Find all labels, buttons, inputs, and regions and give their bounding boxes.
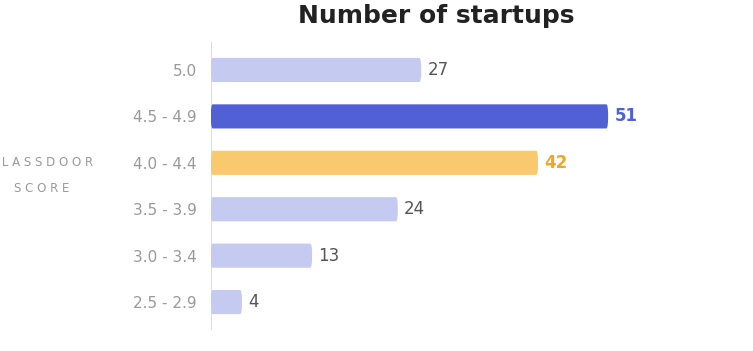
Text: 13: 13 — [319, 247, 340, 265]
Text: 42: 42 — [544, 154, 568, 172]
Title: Number of startups: Number of startups — [298, 4, 575, 28]
FancyBboxPatch shape — [211, 151, 538, 175]
Text: 4: 4 — [248, 293, 259, 311]
FancyBboxPatch shape — [211, 290, 242, 314]
Text: 27: 27 — [428, 61, 449, 79]
FancyBboxPatch shape — [211, 197, 398, 221]
Text: G L A S S D O O R
S C O R E: G L A S S D O O R S C O R E — [0, 157, 93, 194]
Text: 51: 51 — [614, 107, 637, 125]
FancyBboxPatch shape — [211, 244, 312, 268]
Text: 24: 24 — [404, 200, 425, 218]
FancyBboxPatch shape — [211, 58, 421, 82]
FancyBboxPatch shape — [211, 104, 608, 128]
